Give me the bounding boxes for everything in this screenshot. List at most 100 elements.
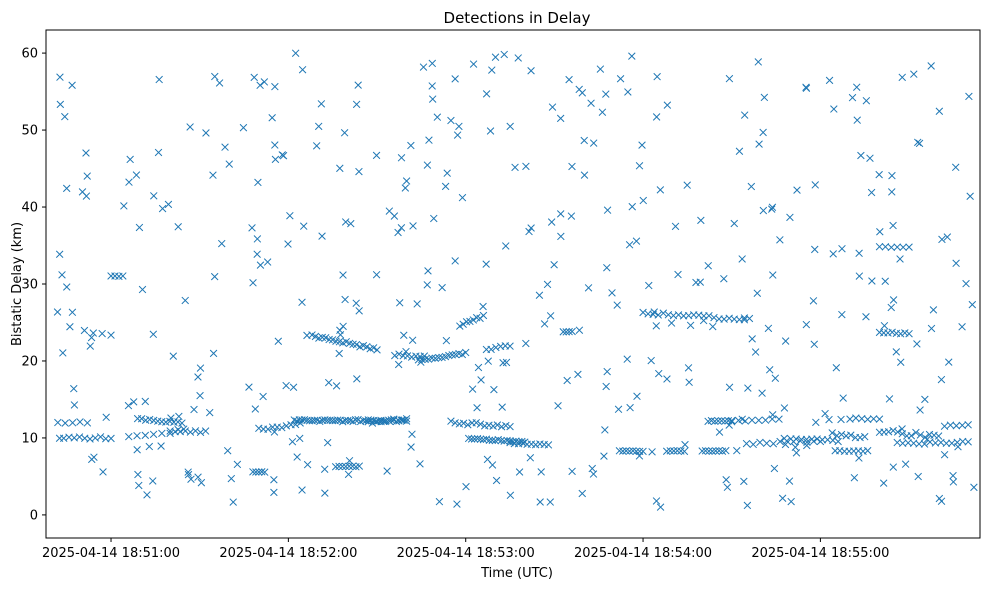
data-point (837, 430, 846, 439)
data-point (119, 272, 127, 280)
data-point (608, 289, 616, 297)
data-point (428, 82, 436, 90)
data-point (298, 65, 307, 74)
data-point (229, 498, 237, 506)
data-point (898, 425, 906, 433)
data-point (342, 462, 350, 471)
data-point (625, 241, 634, 249)
data-point (215, 79, 224, 87)
data-point (349, 340, 357, 349)
data-point (589, 139, 598, 147)
data-point (210, 272, 219, 281)
data-point (893, 243, 901, 251)
data-point (881, 277, 889, 286)
data-point (828, 429, 836, 437)
data-point (889, 221, 897, 230)
data-point (271, 141, 279, 149)
data-point (250, 73, 258, 82)
data-point (298, 486, 306, 494)
data-point (278, 151, 287, 159)
data-point (352, 299, 360, 307)
data-point (838, 244, 846, 253)
data-point (506, 422, 514, 431)
data-point (317, 100, 326, 108)
data-point (479, 311, 488, 320)
x-tick-label: 2025-04-14 18:54:00 (574, 546, 712, 561)
data-point (681, 440, 689, 449)
data-point (837, 415, 845, 424)
data-point (368, 419, 377, 427)
data-point (738, 415, 747, 423)
data-point (568, 467, 576, 476)
data-point (888, 328, 896, 337)
data-point (335, 462, 343, 471)
data-point (663, 375, 671, 383)
data-point (102, 413, 110, 422)
data-point (278, 423, 286, 432)
data-point (447, 116, 455, 125)
data-point (720, 274, 728, 283)
data-point (397, 154, 406, 162)
data-point (458, 350, 467, 359)
data-point (497, 422, 506, 431)
data-point (194, 473, 202, 481)
data-point (187, 475, 195, 483)
data-point (550, 261, 558, 269)
data-point (251, 405, 260, 413)
data-point (447, 417, 455, 425)
data-point (537, 468, 545, 476)
data-point (500, 50, 508, 59)
data-point (580, 171, 589, 179)
data-point (743, 501, 752, 510)
data-point (352, 100, 361, 109)
data-point (260, 78, 269, 86)
data-point (892, 348, 901, 356)
data-point (86, 342, 95, 350)
data-point (474, 363, 483, 372)
data-point (355, 167, 363, 176)
data-point (921, 395, 929, 404)
data-point (722, 446, 730, 455)
data-point (453, 500, 461, 508)
data-point (59, 349, 67, 357)
data-point (907, 432, 916, 440)
data-point (453, 131, 462, 139)
data-point (905, 243, 913, 251)
data-point (145, 442, 154, 451)
data-point (369, 344, 378, 352)
data-point (614, 405, 623, 414)
data-point (293, 453, 301, 461)
data-point (249, 468, 257, 476)
data-point (459, 419, 468, 428)
data-point (408, 430, 416, 438)
data-point (744, 384, 752, 392)
data-point (962, 279, 970, 288)
data-point (423, 281, 432, 289)
data-point (331, 463, 340, 471)
data-point (748, 416, 756, 424)
data-point (559, 328, 568, 336)
data-point (248, 224, 256, 232)
data-point (557, 232, 565, 241)
data-point (927, 62, 935, 70)
data-point (659, 309, 668, 317)
data-point (964, 421, 972, 429)
data-point (282, 381, 290, 390)
data-point (666, 447, 674, 455)
data-point (684, 364, 693, 372)
data-point (652, 113, 661, 121)
data-point (354, 81, 362, 89)
data-point (965, 92, 973, 101)
data-point (255, 424, 263, 433)
data-point (656, 186, 665, 194)
data-point (544, 441, 553, 449)
data-point (196, 428, 205, 437)
data-point (526, 454, 535, 462)
data-point (338, 462, 347, 471)
data-point (535, 291, 544, 299)
data-point (89, 329, 98, 337)
data-point (708, 447, 717, 456)
data-point (263, 258, 272, 266)
data-point (221, 143, 229, 151)
data-point (574, 370, 582, 379)
